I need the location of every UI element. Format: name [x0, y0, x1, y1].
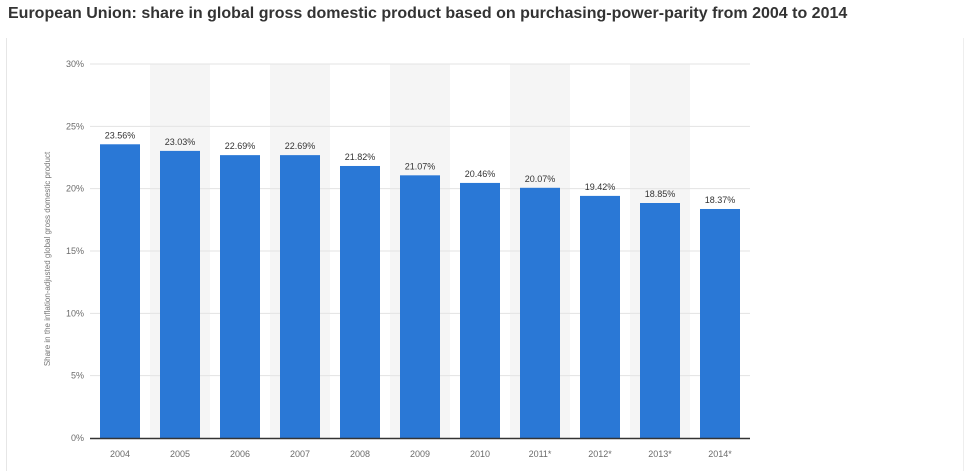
- y-tick-label: 0%: [71, 433, 84, 443]
- bars: [100, 144, 740, 438]
- chart-title: European Union: share in global gross do…: [8, 5, 848, 22]
- x-tick-label: 2004: [110, 449, 130, 459]
- data-label: 22.69%: [285, 141, 316, 151]
- value-labels: 23.56% 23.03% 22.69% 22.69% 21.82% 21.07% 20.4…: [105, 130, 736, 205]
- data-label: 21.82%: [345, 152, 376, 162]
- bar[interactable]: [340, 165, 380, 438]
- x-tick-label: 2008: [350, 449, 370, 459]
- x-axis-ticks: 2004 2005 2006 2007 2008 2009 2010 2011* 2012* 20…: [110, 449, 732, 459]
- x-tick-label: 2010: [470, 449, 490, 459]
- data-label: 22.69%: [225, 141, 256, 151]
- frame-divider-left: [6, 38, 7, 471]
- data-label: 21.07%: [405, 161, 436, 171]
- x-tick-label: 2013*: [648, 449, 672, 459]
- x-tick-label: 2009: [410, 449, 430, 459]
- bar[interactable]: [520, 187, 560, 438]
- data-label: 20.07%: [525, 174, 556, 184]
- x-tick-label: 2014*: [708, 449, 732, 459]
- bar[interactable]: [640, 203, 680, 438]
- y-tick-label: 20%: [66, 184, 84, 194]
- x-tick-label: 2006: [230, 449, 250, 459]
- bar[interactable]: [280, 155, 320, 438]
- data-label: 23.56%: [105, 130, 136, 140]
- bar[interactable]: [160, 150, 200, 438]
- bar[interactable]: [100, 144, 140, 438]
- frame-divider-right: [963, 38, 964, 471]
- y-axis-label: Share in the inflation-adjusted global g…: [43, 151, 52, 366]
- bar[interactable]: [700, 208, 740, 438]
- bar[interactable]: [400, 175, 440, 438]
- y-tick-label: 25%: [66, 121, 84, 131]
- data-label: 18.85%: [645, 189, 676, 199]
- x-tick-label: 2005: [170, 449, 190, 459]
- x-tick-label: 2007: [290, 449, 310, 459]
- x-tick-label: 2012*: [588, 449, 612, 459]
- y-tick-label: 15%: [66, 246, 84, 256]
- x-tick-label: 2011*: [529, 449, 552, 459]
- data-label: 19.42%: [585, 182, 616, 192]
- bar[interactable]: [580, 195, 620, 438]
- bar[interactable]: [220, 155, 260, 438]
- y-tick-label: 30%: [66, 59, 84, 69]
- bar[interactable]: [460, 182, 500, 438]
- data-label: 18.37%: [705, 195, 736, 205]
- y-tick-label: 5%: [71, 371, 84, 381]
- y-axis-ticks: 0% 5% 10% 15% 20% 25% 30%: [66, 59, 84, 443]
- data-label: 23.03%: [165, 137, 196, 147]
- y-tick-label: 10%: [66, 308, 84, 318]
- data-label: 20.46%: [465, 169, 496, 179]
